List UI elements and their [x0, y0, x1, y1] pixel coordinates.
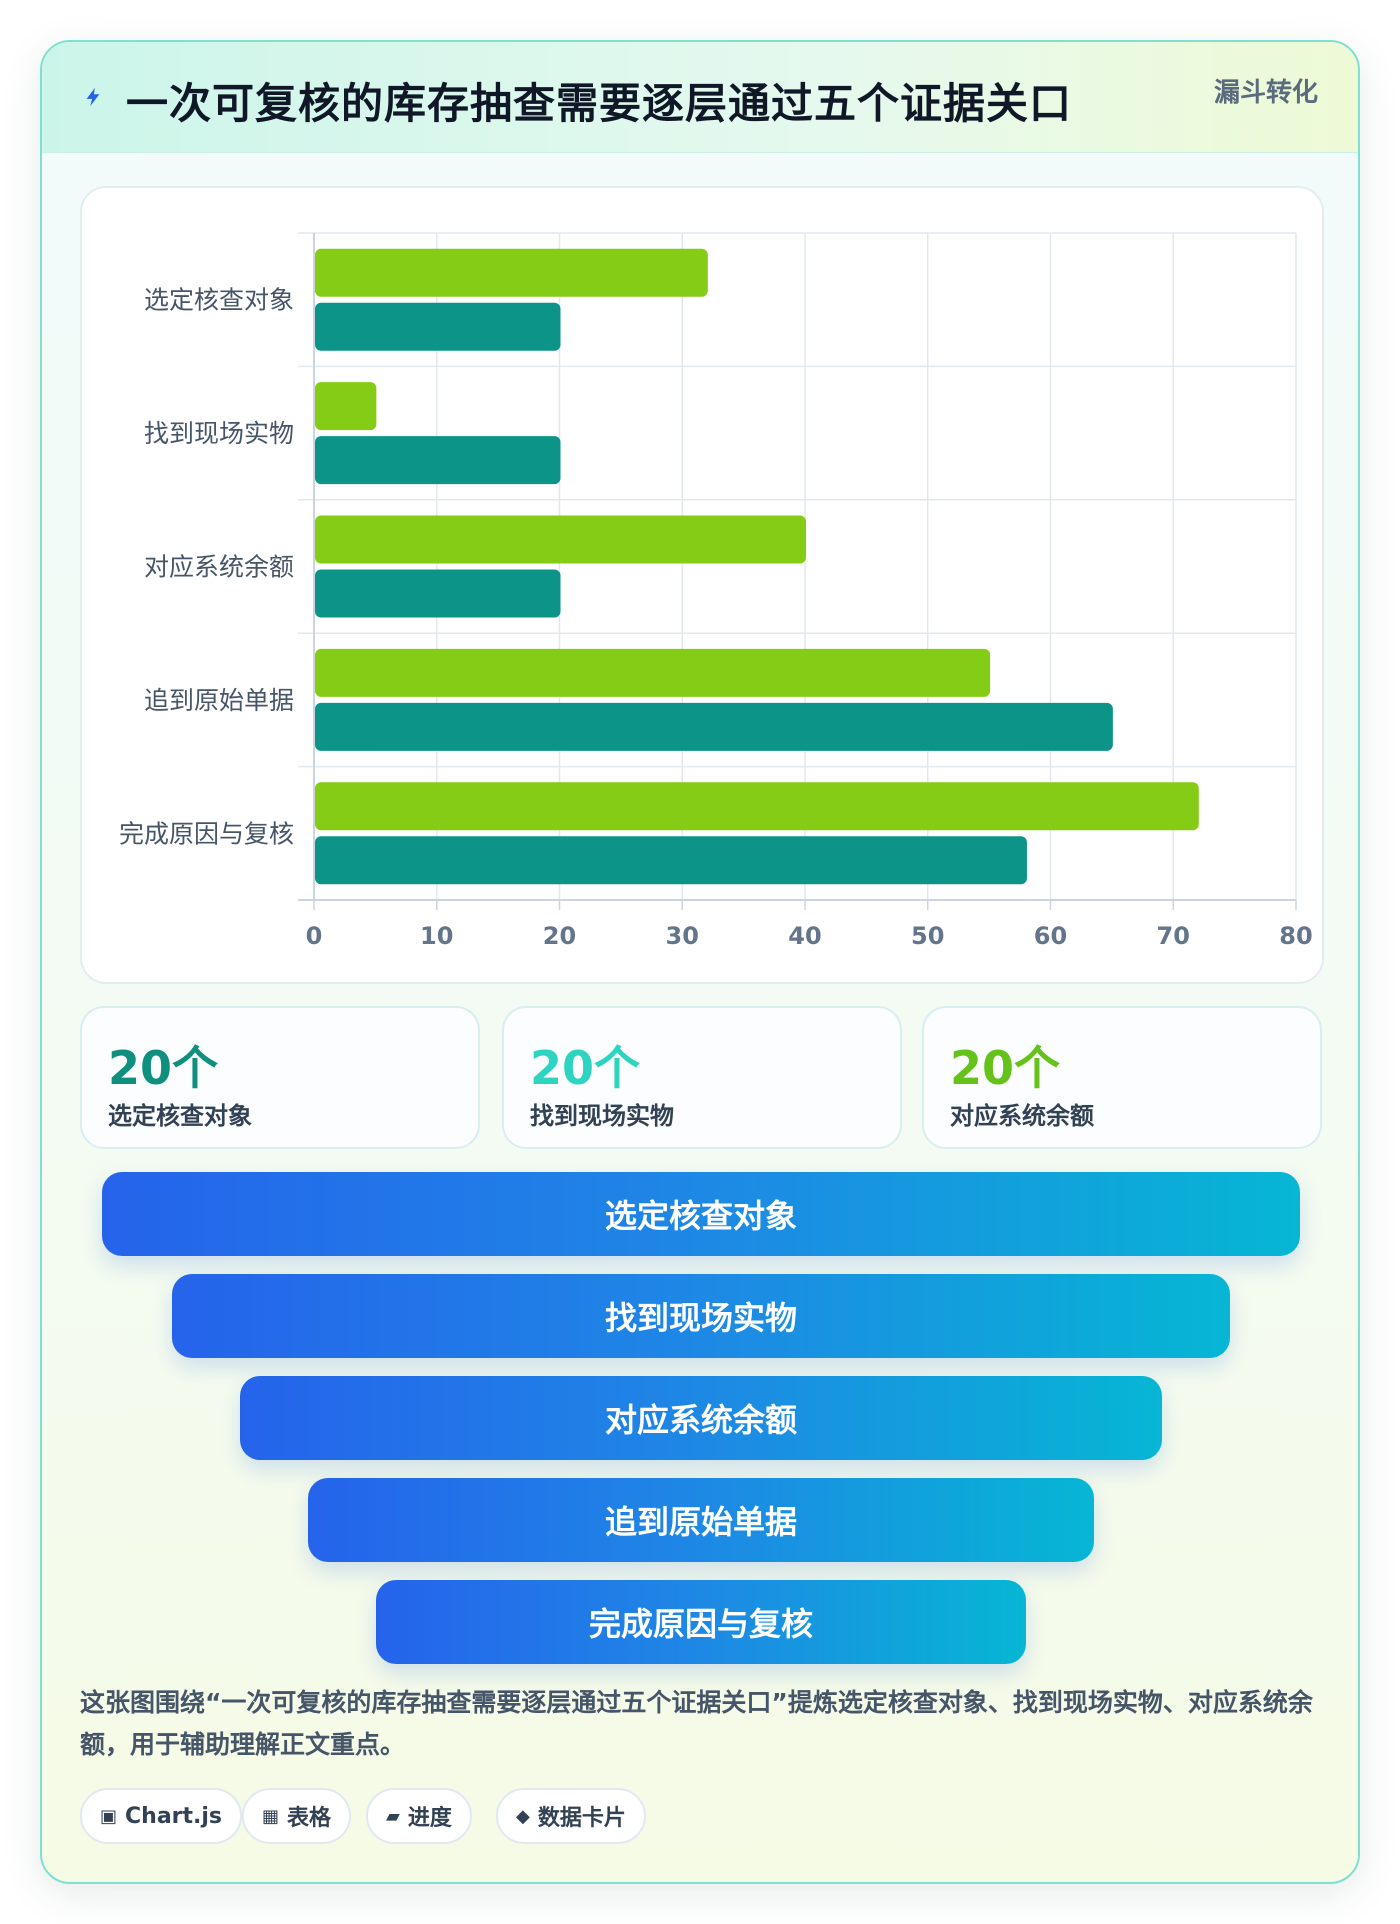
bar-series-1: [315, 648, 991, 697]
stat-label: 选定核查对象: [108, 1102, 252, 1130]
y-tick-label: 选定核查对象: [144, 286, 294, 315]
y-tick-label: 对应系统余额: [144, 553, 294, 582]
stat-card-1: 20个 选定核查对象: [80, 1006, 480, 1149]
stat-label: 找到现场实物: [530, 1102, 674, 1130]
stat-value: 20个: [530, 1041, 641, 1095]
bar-series-2: [315, 302, 561, 351]
x-tick-label: 20: [543, 922, 576, 950]
x-tick-label: 10: [420, 922, 453, 950]
funnel-stage-2: 找到现场实物: [172, 1274, 1230, 1358]
stat-label: 对应系统余额: [950, 1102, 1094, 1130]
chip-data-card: ◆ 数据卡片: [496, 1788, 646, 1844]
chip-chartjs: ▣ Chart.js: [80, 1788, 243, 1844]
bar-series-2: [315, 436, 561, 485]
chart-type-tag: 漏斗转化: [1213, 78, 1318, 108]
header: 一次可复核的库存抽查需要逐层通过五个证据关口 漏斗转化: [42, 42, 1358, 153]
description: 这张图围绕“一次可复核的库存抽查需要逐层通过五个证据关口”提炼选定核查对象、找到…: [80, 1688, 1313, 1759]
bar-chart: 0 10 20 30 40 50 60 70 80 选定核查对象找到现场实物对应系统余额追到原始单…: [119, 232, 1313, 950]
stat-card-2: 20个 找到现场实物: [502, 1006, 902, 1149]
diamond-icon: ◆: [516, 1805, 530, 1827]
stat-value: 20个: [950, 1041, 1061, 1095]
funnel-stage-1: 选定核查对象: [102, 1172, 1300, 1256]
bar-series-2: [315, 702, 1113, 751]
funnel-stage-4: 追到原始单据: [308, 1478, 1094, 1562]
bar-series-2: [315, 836, 1027, 885]
bar-chart-panel: 0 10 20 30 40 50 60 70 80 选定核查对象 找到现场实物 对应系统余额 追到原始单…: [80, 186, 1324, 984]
x-tick-label: 80: [1279, 922, 1312, 950]
x-tick-label: 50: [911, 922, 944, 950]
chip-table: ▦ 表格: [242, 1788, 352, 1844]
x-tick-label: 0: [306, 922, 323, 950]
page-title: 一次可复核的库存抽查需要逐层通过五个证据关口: [126, 79, 1073, 128]
chip-label: 表格: [287, 1806, 332, 1831]
funnel-stage-5: 完成原因与复核: [376, 1580, 1026, 1664]
progress-icon: ▰: [386, 1805, 400, 1827]
x-tick-label: 30: [666, 922, 699, 950]
stat-card-3: 20个 对应系统余额: [922, 1006, 1322, 1149]
bar-series-1: [315, 248, 708, 297]
bar-series-2: [315, 569, 561, 618]
chip-label: 进度: [407, 1806, 452, 1831]
infographic-card: 一次可复核的库存抽查需要逐层通过五个证据关口 漏斗转化 0 10 20 30 40 50 6…: [40, 40, 1360, 1884]
chip-progress: ▰ 进度: [366, 1788, 472, 1844]
x-tick-label: 40: [788, 922, 821, 950]
bar-series-1: [315, 515, 806, 564]
table-icon: ▦: [262, 1805, 280, 1827]
lightning-icon: [86, 87, 100, 107]
bar-series-1: [315, 782, 1199, 831]
funnel-stage-3: 对应系统余额: [240, 1376, 1162, 1460]
y-tick-label: 找到现场实物: [144, 419, 294, 448]
y-tick-label: 完成原因与复核: [119, 819, 294, 848]
x-tick-label: 70: [1157, 922, 1190, 950]
y-tick-label: 追到原始单据: [144, 686, 294, 715]
chip-label: 数据卡片: [537, 1806, 626, 1831]
x-tick-label: 60: [1034, 922, 1067, 950]
chip-label: Chart.js: [125, 1803, 223, 1829]
bar-series-1: [315, 382, 377, 431]
stat-value: 20个: [108, 1041, 219, 1095]
chart-icon: ▣: [100, 1805, 118, 1827]
